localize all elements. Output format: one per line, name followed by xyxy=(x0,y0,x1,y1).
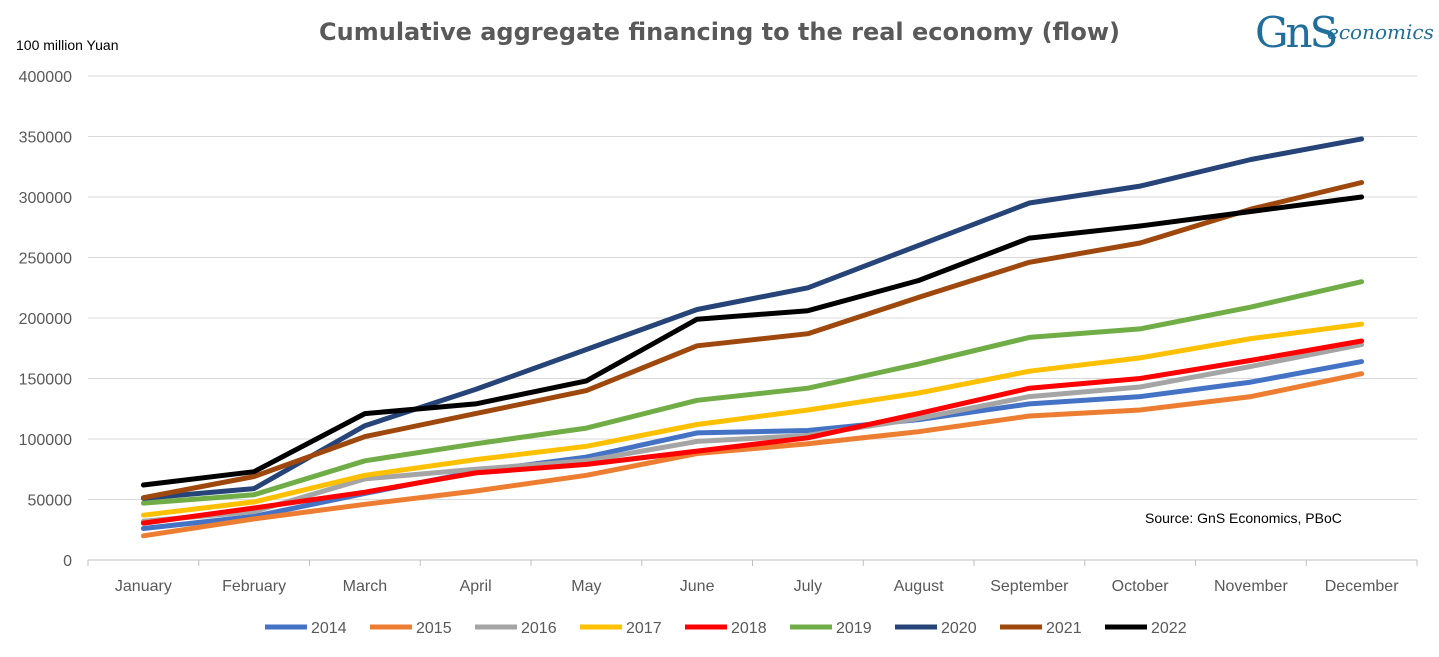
x-tick-label: October xyxy=(1112,578,1170,595)
x-tick-label: June xyxy=(680,578,715,595)
x-tick-label: September xyxy=(990,578,1069,595)
series-line-2018 xyxy=(140,338,1365,526)
legend-label-2017: 2017 xyxy=(626,620,662,637)
x-tick-label: November xyxy=(1214,578,1288,595)
legend-label-2016: 2016 xyxy=(521,620,557,637)
y-tick-label: 300000 xyxy=(19,190,72,207)
series-line-2021 xyxy=(140,180,1365,501)
y-tick-label: 200000 xyxy=(19,311,72,328)
y-tick-label: 50000 xyxy=(28,493,73,510)
legend-label-2021: 2021 xyxy=(1046,620,1082,637)
x-tick-label: April xyxy=(460,578,492,595)
legend-label-2020: 2020 xyxy=(941,620,977,637)
y-axis-unit-label: 100 million Yuan xyxy=(16,37,119,53)
series-line-2016 xyxy=(140,342,1365,524)
y-tick-label: 250000 xyxy=(19,251,72,268)
series-line-2020 xyxy=(140,136,1365,501)
series-line-2022 xyxy=(140,194,1365,488)
chart-title: Cumulative aggregate financing to the re… xyxy=(319,18,1120,46)
y-tick-label: 0 xyxy=(63,553,72,570)
source-note: Source: GnS Economics, PBoC xyxy=(1145,510,1342,526)
legend-label-2019: 2019 xyxy=(836,620,872,637)
brand-logo: GnS economics xyxy=(1255,8,1434,68)
y-tick-label: 150000 xyxy=(19,372,72,389)
logo-brand-mark: GnS xyxy=(1255,8,1338,57)
x-tick-label: March xyxy=(343,578,387,595)
y-tick-label: 400000 xyxy=(19,69,72,86)
legend-label-2022: 2022 xyxy=(1151,620,1187,637)
x-tick-label: July xyxy=(794,578,822,595)
logo-suffix: economics xyxy=(1327,20,1434,44)
y-tick-label: 350000 xyxy=(19,130,72,147)
x-tick-label: February xyxy=(222,578,286,595)
x-tick-label: May xyxy=(571,578,601,595)
legend-label-2018: 2018 xyxy=(731,620,767,637)
x-tick-label: January xyxy=(115,578,172,595)
x-tick-label: August xyxy=(894,578,944,595)
series-line-2015 xyxy=(140,371,1365,539)
legend-label-2015: 2015 xyxy=(416,620,452,637)
y-tick-label: 100000 xyxy=(19,432,72,449)
x-tick-label: December xyxy=(1325,578,1399,595)
series-line-2017 xyxy=(140,321,1365,518)
legend-label-2014: 2014 xyxy=(311,620,347,637)
series-line-2019 xyxy=(140,279,1365,506)
